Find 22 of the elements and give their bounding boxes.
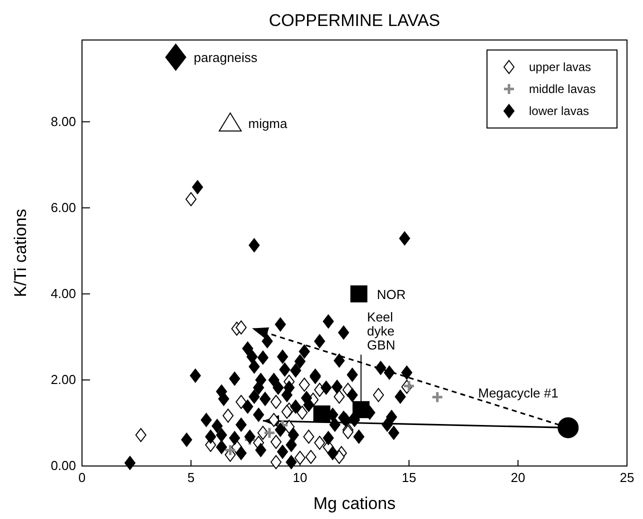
x-tick-label: 0	[78, 470, 86, 485]
y-tick-label: 0.00	[50, 458, 76, 473]
x-tick-label: 5	[187, 470, 195, 485]
x-tick-label: 10	[292, 470, 308, 485]
y-tick-label: 4.00	[50, 286, 76, 301]
x-tick-label: 25	[620, 470, 634, 485]
legend-label: upper lavas	[529, 60, 592, 74]
y-tick-label: 2.00	[50, 372, 76, 387]
legend-label: middle lavas	[529, 82, 596, 96]
chart-title: COPPERMINE LAVAS	[268, 11, 440, 30]
annotation: Megacycle #1	[478, 386, 558, 401]
y-axis-title: K/Ti cations	[11, 208, 30, 298]
annotation: paragneiss	[194, 50, 258, 66]
y-tick-label: 6.00	[50, 200, 76, 215]
x-axis-title: Mg cations	[313, 494, 396, 513]
annotation: migma	[248, 116, 288, 132]
legend-label: lower lavas	[529, 104, 590, 118]
annotation: NOR	[376, 286, 406, 302]
annotation: Keel dyke GBN	[367, 310, 396, 353]
y-tick-label: 8.00	[50, 114, 76, 129]
x-tick-label: 15	[402, 470, 416, 485]
x-tick-label: 20	[510, 470, 526, 485]
